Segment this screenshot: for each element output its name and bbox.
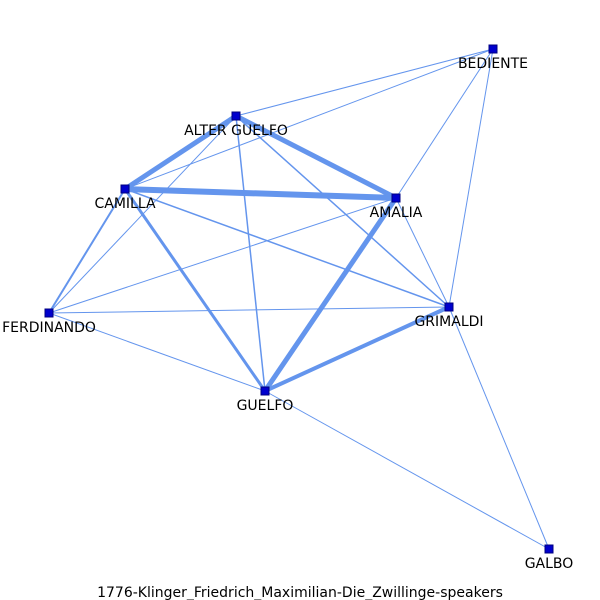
edge-amalia-grimaldi [395, 197, 450, 308]
node-guelfo [260, 386, 270, 396]
graph-caption: 1776-Klinger_Friedrich_Maximilian-Die_Zw… [97, 585, 503, 600]
node-amalia [391, 193, 401, 203]
edge-alter-guelfo-amalia [234, 113, 398, 201]
node-label-grimaldi: GRIMALDI [414, 314, 483, 330]
node-label-camilla: CAMILLA [94, 196, 155, 212]
edge-bediente-grimaldi [448, 48, 494, 308]
edge-camilla-bediente [124, 48, 494, 190]
edge-alter-guelfo-bediente [235, 48, 494, 117]
node-camilla [120, 184, 130, 194]
edge-alter-guelfo-guelfo [235, 115, 266, 392]
node-label-ferdinando: FERDINANDO [2, 320, 96, 336]
node-grimaldi [444, 302, 454, 312]
edge-alter-guelfo-ferdinando [48, 115, 237, 314]
node-label-galbo: GALBO [525, 556, 574, 572]
edge-bediente-amalia [395, 48, 494, 199]
node-alter-guelfo [231, 111, 241, 121]
edge-guelfo-grimaldi [264, 305, 450, 393]
node-label-alter-guelfo: ALTER GUELFO [184, 123, 288, 139]
edge-amalia-ferdinando [48, 197, 397, 314]
edge-ferdinando-guelfo [48, 312, 266, 392]
edge-amalia-guelfo [262, 196, 399, 393]
edge-camilla-ferdinando [48, 188, 126, 314]
node-bediente [488, 44, 498, 54]
edge-camilla-grimaldi [124, 188, 450, 308]
edge-guelfo-galbo [264, 390, 550, 550]
node-label-guelfo: GUELFO [237, 398, 294, 414]
edges-layer [48, 48, 550, 550]
node-galbo [544, 544, 554, 554]
edge-alter-guelfo-camilla [123, 113, 238, 192]
nodes-layer [44, 44, 554, 554]
node-label-amalia: AMALIA [370, 205, 423, 221]
edge-alter-guelfo-grimaldi [235, 115, 450, 308]
edge-grimaldi-galbo [448, 306, 550, 550]
edge-camilla-amalia [124, 186, 397, 201]
edge-camilla-guelfo [123, 188, 267, 392]
labels-layer: BEDIENTE ALTER GUELFO CAMILLA AMALIA FERDINA… [2, 56, 573, 572]
node-label-bediente: BEDIENTE [458, 56, 528, 72]
edge-ferdinando-grimaldi [48, 306, 450, 314]
node-ferdinando [44, 308, 54, 318]
